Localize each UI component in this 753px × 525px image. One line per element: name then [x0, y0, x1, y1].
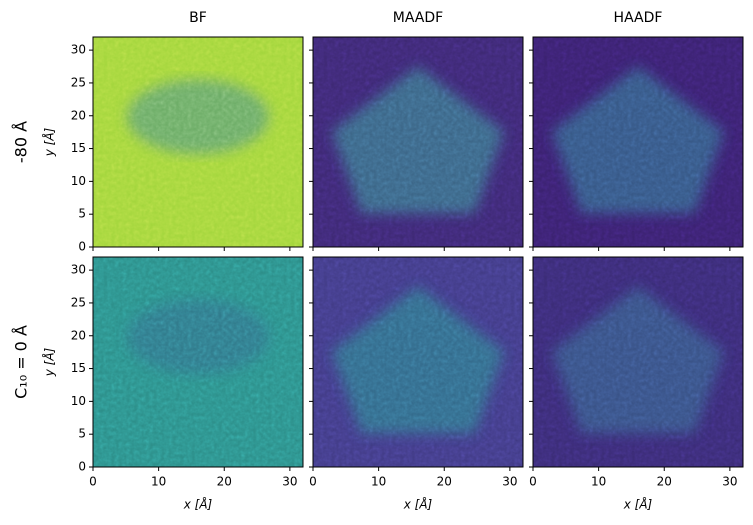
x-tick-label: 0 [529, 475, 537, 489]
y-tick-label: 0 [78, 460, 86, 474]
x-axis-label: x [Å] [623, 497, 653, 512]
image-panel [93, 37, 303, 247]
noise [93, 37, 303, 247]
x-tick-label: 20 [217, 475, 232, 489]
column-title: BF [189, 10, 207, 26]
y-tick-label: 20 [71, 328, 86, 342]
noise [93, 257, 303, 467]
x-tick-label: 30 [282, 475, 297, 489]
column-title: MAADF [393, 10, 443, 26]
x-tick-label: 30 [722, 475, 737, 489]
y-tick-label: 15 [71, 361, 86, 375]
x-tick-label: 0 [89, 475, 97, 489]
y-tick-label: 10 [71, 174, 86, 188]
noise [313, 37, 523, 247]
y-tick-label: 15 [71, 141, 86, 155]
y-tick-label: 5 [78, 207, 86, 221]
image-panel [93, 257, 303, 467]
y-tick-label: 20 [71, 108, 86, 122]
axes-frame [92, 256, 304, 468]
y-tick-label: 30 [71, 43, 86, 57]
y-tick-label: 5 [78, 427, 86, 441]
x-axis-label: x [Å] [183, 497, 213, 512]
y-tick-label: 0 [78, 240, 86, 254]
image-panel [313, 37, 523, 247]
image-panel [533, 257, 743, 467]
axes-frame [532, 36, 744, 248]
x-tick-label: 20 [437, 475, 452, 489]
axes-frame [532, 256, 744, 468]
noise [533, 257, 743, 467]
row-label: -80 Å [12, 121, 31, 163]
axes-frame [312, 36, 524, 248]
noise [533, 37, 743, 247]
image-panel [533, 37, 743, 247]
y-tick-label: 10 [71, 394, 86, 408]
x-tick-label: 0 [309, 475, 317, 489]
axes-frame [92, 36, 304, 248]
x-tick-label: 10 [591, 475, 606, 489]
column-title: HAADF [614, 10, 663, 26]
y-tick-label: 30 [71, 263, 86, 277]
image-panel [313, 257, 523, 467]
x-axis-label: x [Å] [403, 497, 433, 512]
x-tick-label: 10 [371, 475, 386, 489]
y-axis-label: y [Å] [42, 127, 57, 157]
x-tick-label: 20 [657, 475, 672, 489]
x-tick-label: 30 [502, 475, 517, 489]
y-tick-label: 25 [71, 295, 86, 309]
y-tick-label: 25 [71, 75, 86, 89]
x-tick-label: 10 [151, 475, 166, 489]
axes-frame [312, 256, 524, 468]
noise [313, 257, 523, 467]
row-label: C₁₀ = 0 Å [12, 325, 31, 399]
y-axis-label: y [Å] [42, 347, 57, 377]
